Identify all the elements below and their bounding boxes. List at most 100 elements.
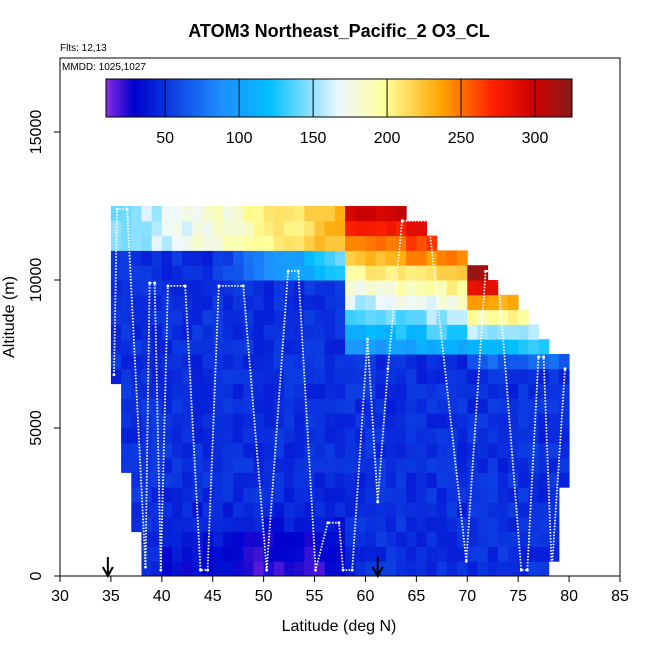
heatmap-cell: [294, 502, 305, 518]
heatmap-cell: [538, 546, 550, 562]
heatmap-cell: [161, 220, 173, 237]
heatmap-cell: [508, 531, 519, 547]
heatmap-cell: [487, 413, 499, 429]
heatmap-cell: [385, 546, 397, 562]
heatmap-cell: [182, 280, 193, 296]
heatmap-cell: [467, 472, 478, 488]
heatmap-cell: [416, 398, 428, 414]
heatmap-cell: [212, 235, 224, 251]
heatmap-cell: [131, 428, 142, 444]
heatmap-cell: [355, 413, 366, 429]
heatmap-cell: [273, 472, 285, 488]
heatmap-cell: [345, 250, 356, 266]
heatmap-cell: [284, 442, 295, 459]
heatmap-cell: [141, 280, 153, 296]
heatmap-cell: [406, 383, 417, 399]
heatmap-cell: [253, 472, 265, 488]
heatmap-cell: [110, 354, 122, 370]
heatmap-cell: [284, 546, 295, 562]
heatmap-cell: [253, 413, 265, 429]
heatmap-cell: [324, 339, 336, 355]
heatmap-cell: [426, 280, 438, 296]
heatmap-cell: [222, 220, 234, 237]
heatmap-cell: [375, 309, 387, 325]
heatmap-cell: [172, 235, 183, 251]
heatmap-cell: [192, 531, 204, 547]
heatmap-cell: [182, 368, 193, 385]
heatmap-cell: [324, 235, 336, 251]
heatmap-cell: [233, 531, 244, 547]
heatmap-cell: [416, 339, 428, 355]
heatmap-cell: [416, 457, 428, 473]
heatmap-cell: [141, 561, 153, 576]
heatmap-cell: [334, 502, 346, 518]
heatmap-cell: [528, 428, 540, 444]
heatmap-cell: [385, 457, 397, 473]
heatmap-cell: [365, 472, 377, 488]
heatmap-cell: [294, 531, 305, 547]
heatmap-cell: [518, 354, 529, 370]
heatmap-cell: [192, 398, 204, 414]
heatmap-cell: [416, 368, 428, 385]
heatmap-cell: [396, 235, 407, 251]
colorbar-tick-label: 200: [374, 130, 401, 147]
heatmap-cell: [416, 235, 428, 251]
heatmap-cell: [548, 368, 560, 385]
x-tick-label: 85: [611, 588, 629, 605]
heatmap-cell: [284, 294, 295, 311]
heatmap-cell: [416, 354, 428, 370]
heatmap-cell: [396, 502, 407, 518]
heatmap-cell: [131, 413, 142, 429]
heatmap-cell: [528, 354, 540, 370]
heatmap-cell: [508, 516, 519, 533]
heatmap-cell: [263, 235, 275, 251]
heatmap-cell: [192, 413, 204, 429]
heatmap-cell: [314, 280, 326, 296]
heatmap-cell: [365, 368, 377, 385]
heatmap-cell: [345, 502, 356, 518]
heatmap-cell: [508, 324, 519, 340]
heatmap-cell: [233, 442, 244, 459]
heatmap-cell: [284, 457, 295, 473]
heatmap-cell: [151, 472, 163, 488]
heatmap-cell: [182, 502, 193, 518]
heatmap-cell: [314, 383, 326, 399]
flight-track-point: [296, 269, 300, 273]
heatmap-cell: [477, 354, 489, 370]
heatmap-cell: [334, 368, 346, 385]
flight-track-point: [144, 565, 147, 569]
heatmap-cell: [355, 457, 366, 473]
heatmap-cell: [182, 235, 193, 251]
flight-track-point: [337, 521, 341, 525]
heatmap-cell: [497, 561, 509, 576]
heatmap-cell: [487, 561, 499, 576]
heatmap-cell: [375, 516, 387, 533]
heatmap-cell: [355, 487, 366, 503]
heatmap-cell: [131, 354, 142, 370]
heatmap-cell: [416, 442, 428, 459]
heatmap-cell: [212, 516, 224, 533]
heatmap-cell: [172, 383, 183, 399]
heatmap-cell: [396, 206, 407, 222]
heatmap-cell: [334, 294, 346, 311]
heatmap-cell: [172, 487, 183, 503]
heatmap-cell: [365, 383, 377, 399]
heatmap-cell: [396, 531, 407, 547]
heatmap-cell: [518, 413, 529, 429]
heatmap-cell: [518, 457, 529, 473]
heatmap-cell: [263, 354, 275, 370]
heatmap-cell: [406, 220, 417, 237]
heatmap-cell: [121, 324, 132, 340]
heatmap-cell: [273, 531, 285, 547]
flights-label: Flts: 12,13: [60, 43, 107, 54]
heatmap-cell: [334, 457, 346, 473]
heatmap-cell: [334, 413, 346, 429]
heatmap-cell: [467, 487, 478, 503]
heatmap-cell: [263, 383, 275, 399]
heatmap-cell: [182, 339, 193, 355]
heatmap-cell: [131, 220, 142, 237]
heatmap-cell: [212, 339, 224, 355]
heatmap-cell: [202, 531, 214, 547]
heatmap-cell: [161, 309, 173, 325]
heatmap-cell: [416, 250, 428, 266]
